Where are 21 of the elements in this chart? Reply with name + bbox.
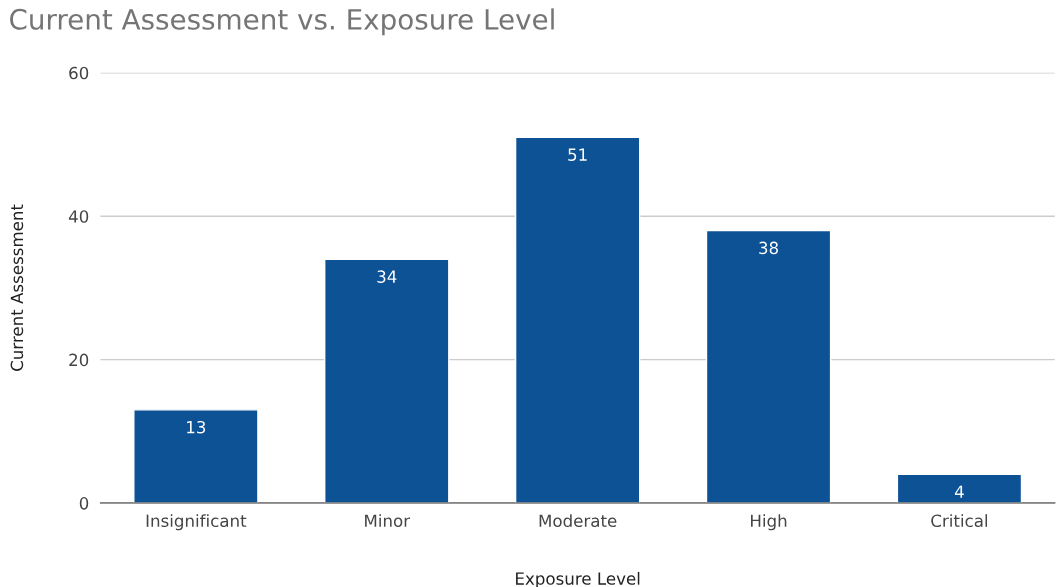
data-label: 4 (954, 485, 964, 498)
chart-title: Current Assessment vs. Exposure Level (10, 8, 554, 36)
bar (705, 229, 832, 504)
bar (896, 473, 1023, 504)
bar (514, 136, 641, 504)
y-tick-label: 60 (69, 66, 89, 80)
y-axis-title: Current Assessment (10, 204, 24, 371)
x-tick-label: Insignificant (146, 514, 247, 531)
data-label: 38 (759, 241, 779, 255)
data-label: 51 (568, 148, 587, 161)
bar (324, 258, 450, 504)
y-tick-label: 20 (69, 353, 89, 367)
y-tick-label: 0 (79, 497, 89, 510)
x-tick-label: Critical (931, 514, 988, 528)
x-tick-label: Minor (365, 514, 411, 528)
x-tick-label: Moderate (539, 514, 617, 528)
data-label: 34 (377, 270, 397, 283)
data-label: 13 (187, 420, 206, 434)
bar (133, 409, 259, 504)
y-tick-label: 40 (68, 210, 89, 223)
x-tick-label: High (751, 514, 787, 531)
